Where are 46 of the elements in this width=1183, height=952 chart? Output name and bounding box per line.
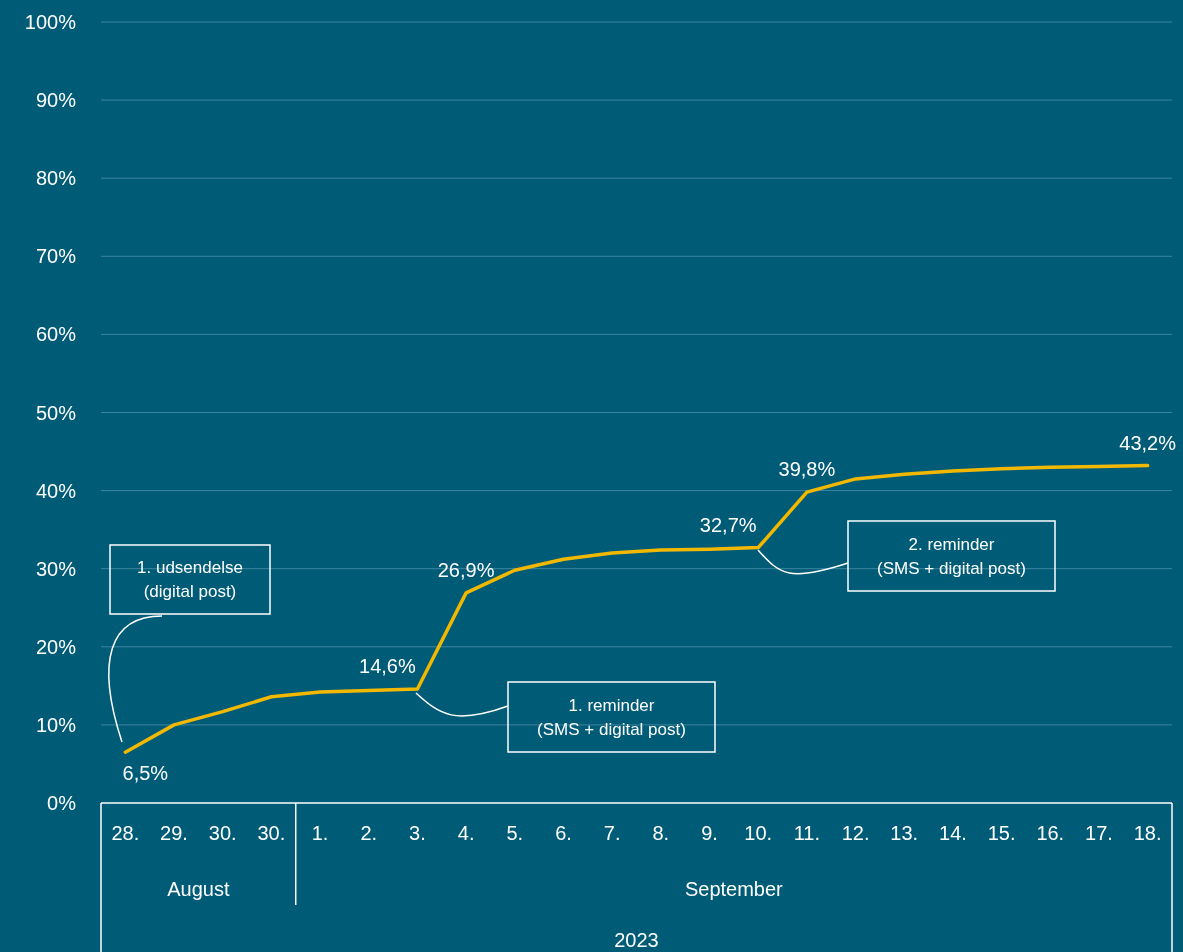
data-label: 32,7% [699,513,757,536]
y-tick-label: 10% [35,713,77,736]
x-tick-label: 2. [360,822,378,844]
x-tick-label: 17. [1085,822,1113,844]
x-tick-label: 15. [987,822,1016,844]
y-tick-label: 60% [35,323,77,346]
x-tick-label: 16. [1036,822,1065,844]
annotation: 2. reminder (SMS + digital post) [877,534,1026,578]
y-tick-label: 80% [35,167,77,190]
y-tick-label: 70% [35,245,77,268]
data-label: 14,6% [359,654,416,677]
x-tick-label: 11. [793,822,821,844]
text: September [684,878,784,900]
x-tick-label: 30. [208,822,237,844]
y-tick-label: 100% [24,11,77,33]
x-tick-label: 1. [311,822,329,844]
x-tick-label: 10. [744,822,773,844]
x-tick-label: 3. [409,822,426,844]
x-tick-label: 30. [257,822,286,844]
data-label: 39,8% [778,458,836,481]
x-tick-label: 29. [160,822,188,844]
x-tick-label: 14. [939,822,967,844]
y-tick-label: 20% [35,635,77,658]
x-tick-label: 5. [506,822,524,844]
data-label: 43,2% [1119,431,1177,454]
x-axis-title: 2023 [614,929,659,951]
data-label: 26,9% [437,558,495,581]
x-tick-label: 28. [111,822,140,844]
x-tick-label: 9. [701,822,718,844]
x-tick-label: 8. [652,822,670,844]
y-tick-label: 0% [47,792,77,814]
x-tick-label: 7. [603,822,621,844]
text: August [167,878,230,900]
x-tick-label: 12. [841,822,870,844]
data-label: 6,5% [122,762,169,785]
annotation: 1. reminder (SMS + digital post) [537,695,686,739]
y-tick-label: 40% [35,479,77,502]
x-tick-label: 6. [555,822,572,844]
x-tick-label: 18. [1133,822,1162,844]
annotation: 1. udsendelse (digital post) [137,558,243,602]
y-tick-label: 50% [35,401,77,424]
x-tick-label: 13. [890,822,919,844]
y-tick-label: 90% [35,89,77,112]
line-series [123,463,1150,754]
x-tick-label: 4. [457,822,475,844]
y-tick-label: 30% [35,557,77,580]
